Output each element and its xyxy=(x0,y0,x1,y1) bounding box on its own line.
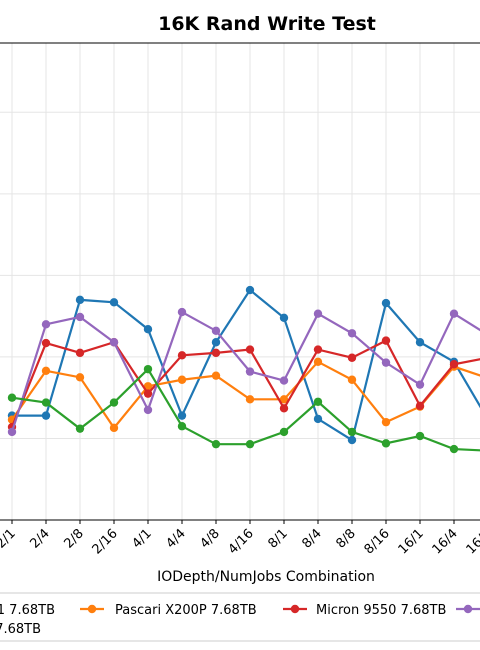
data-point xyxy=(177,422,187,431)
legend-label: Pascari X200P 7.68TB xyxy=(115,603,257,618)
x-tick-label: 8/4 xyxy=(299,526,324,551)
data-point xyxy=(415,401,425,411)
data-point xyxy=(381,298,391,308)
data-point xyxy=(279,313,289,322)
data-point xyxy=(381,439,391,448)
data-point xyxy=(143,389,153,398)
legend-label: Micron 9550 7.68TB xyxy=(316,603,446,618)
x-tick-label: 8/8 xyxy=(333,526,358,551)
series-line xyxy=(12,288,480,442)
data-point xyxy=(347,353,357,362)
data-point xyxy=(75,424,85,433)
data-point xyxy=(211,371,221,380)
data-point xyxy=(381,336,391,345)
data-point xyxy=(109,398,119,407)
data-point xyxy=(347,329,357,338)
legend-box xyxy=(0,592,480,642)
data-point xyxy=(75,312,85,322)
data-point xyxy=(279,376,289,385)
data-point xyxy=(177,375,187,384)
legend-marker xyxy=(290,604,300,614)
data-point xyxy=(279,427,289,437)
data-point xyxy=(245,439,255,449)
data-point xyxy=(75,348,85,358)
data-point xyxy=(177,411,187,420)
data-point xyxy=(75,295,85,305)
data-point xyxy=(7,393,17,402)
data-point xyxy=(449,360,459,369)
data-point xyxy=(347,427,357,437)
data-point xyxy=(313,345,323,354)
data-point xyxy=(41,338,51,348)
legend-marker xyxy=(463,604,473,614)
data-point xyxy=(41,320,51,329)
data-point xyxy=(143,382,153,391)
data-point xyxy=(245,285,255,295)
data-point xyxy=(143,364,153,374)
data-point xyxy=(41,398,51,407)
data-point xyxy=(381,358,391,367)
data-point xyxy=(347,375,357,384)
data-point xyxy=(7,427,17,437)
data-point xyxy=(211,439,221,449)
data-point xyxy=(177,307,187,317)
data-point xyxy=(245,345,255,354)
data-point xyxy=(313,414,323,424)
data-point xyxy=(313,309,323,318)
x-tick-label: 2/8 xyxy=(61,526,86,551)
data-point xyxy=(41,411,51,420)
data-point xyxy=(381,417,391,427)
data-point xyxy=(415,380,425,389)
x-tick-label: 8/16 xyxy=(362,526,393,557)
data-point xyxy=(211,338,221,347)
data-point xyxy=(313,357,323,367)
data-point xyxy=(347,435,357,445)
legend-label: 1 7.68TB xyxy=(0,603,55,618)
x-tick-label: 16/1 xyxy=(396,526,427,557)
x-tick-label: 2/1 xyxy=(0,526,19,551)
x-axis-label: IODepth/NumJobs Combination xyxy=(157,569,375,585)
x-tick-label: 2/4 xyxy=(27,526,52,551)
legend-marker xyxy=(87,604,97,614)
data-point xyxy=(279,404,289,413)
x-tick-label: 16/8 xyxy=(464,526,480,557)
data-point xyxy=(211,348,221,358)
data-point xyxy=(415,338,425,347)
data-point xyxy=(109,298,119,307)
data-point xyxy=(449,309,459,318)
data-point xyxy=(143,405,153,415)
data-point xyxy=(177,351,187,360)
x-tick-label: 4/1 xyxy=(129,526,154,551)
data-point xyxy=(279,395,289,404)
data-point xyxy=(211,326,221,336)
x-tick-label: 2/16 xyxy=(90,526,121,557)
data-point xyxy=(449,444,459,454)
x-tick-label: 4/8 xyxy=(197,526,222,551)
x-tick-label: 4/4 xyxy=(163,526,188,551)
data-point xyxy=(75,373,85,382)
data-point xyxy=(313,397,323,406)
data-point xyxy=(415,431,425,441)
data-point xyxy=(245,395,255,404)
x-tick-label: 16/4 xyxy=(430,526,461,557)
x-tick-label: 8/1 xyxy=(265,526,290,551)
legend-label: 7.68TB xyxy=(0,622,41,637)
data-point xyxy=(245,367,255,376)
data-point xyxy=(109,423,119,433)
data-point xyxy=(41,366,51,375)
chart-title: 16K Rand Write Test xyxy=(158,13,376,35)
x-tick-label: 4/16 xyxy=(226,526,257,557)
data-point xyxy=(143,325,153,334)
data-point xyxy=(109,338,119,347)
